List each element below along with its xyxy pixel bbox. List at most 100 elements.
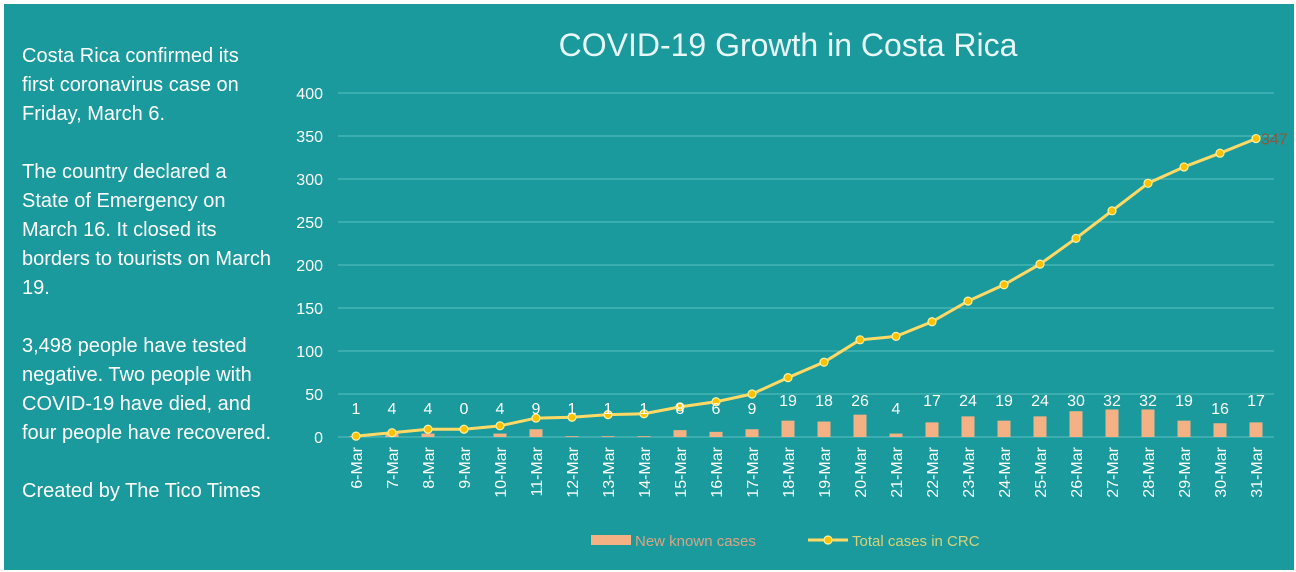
y-tick-label: 100 <box>296 344 323 361</box>
bar-15-Mar <box>673 430 687 437</box>
bar-27-Mar <box>1105 409 1119 437</box>
total-cases-last-label: 347 <box>1261 132 1288 149</box>
bar-label-26-Mar: 30 <box>1067 393 1085 410</box>
chart-title: COVID-19 Growth in Costa Rica <box>559 27 1018 63</box>
marker-6-Mar <box>351 431 361 441</box>
x-tick-10-Mar: 10-Mar <box>493 446 510 497</box>
bar-label-18-Mar: 19 <box>779 393 797 410</box>
bar-label-21-Mar: 4 <box>892 401 901 418</box>
marker-18-Mar <box>783 373 793 383</box>
x-tick-31-Mar: 31-Mar <box>1249 446 1266 497</box>
y-tick-label: 400 <box>296 86 323 103</box>
note-state-of-emergency: The country declared a State of Emergenc… <box>22 161 271 299</box>
bar-series-new-cases <box>349 409 1263 437</box>
bar-18-Mar <box>781 420 795 437</box>
y-tick-label: 150 <box>296 301 323 318</box>
y-tick-label: 200 <box>296 258 323 275</box>
bar-24-Mar <box>997 420 1011 437</box>
marker-24-Mar <box>999 280 1009 290</box>
x-tick-6-Mar: 6-Mar <box>349 446 366 488</box>
marker-8-Mar <box>423 424 433 434</box>
bar-data-labels: 1 4 4 0 4 9 1 1 1 8 6 9 19 18 26 4 17 24 19 24 30 32 32 19 16 17 <box>352 393 1265 418</box>
bar-13-Mar <box>601 436 615 437</box>
bar-label-19-Mar: 18 <box>815 393 833 410</box>
chart-panel: Costa Rica confirmed its first coronavir… <box>4 4 1294 570</box>
bar-label-14-Mar: 1 <box>640 401 649 418</box>
marker-21-Mar <box>891 331 901 341</box>
x-axis-ticks: 6-Mar 7-Mar 8-Mar 9-Mar 10-Mar 11-Mar 12-Mar 13… <box>349 446 1266 497</box>
bar-28-Mar <box>1141 409 1155 437</box>
bar-label-11-Mar: 9 <box>532 401 541 418</box>
marker-25-Mar <box>1035 259 1045 269</box>
legend-label-new-cases: New known cases <box>635 533 756 550</box>
x-tick-26-Mar: 26-Mar <box>1069 446 1086 497</box>
bar-label-17-Mar: 9 <box>748 401 757 418</box>
marker-10-Mar <box>495 421 505 431</box>
bar-label-29-Mar: 19 <box>1175 393 1193 410</box>
note-first-case: Costa Rica confirmed its first coronavir… <box>22 45 239 125</box>
bar-31-Mar <box>1249 422 1263 437</box>
bar-label-31-Mar: 17 <box>1247 393 1265 410</box>
y-tick-label: 250 <box>296 215 323 232</box>
bar-label-6-Mar: 1 <box>352 401 361 418</box>
bar-16-Mar <box>709 431 723 437</box>
legend-swatch-new-cases <box>591 535 631 545</box>
x-tick-21-Mar: 21-Mar <box>889 446 906 497</box>
marker-27-Mar <box>1107 206 1117 216</box>
marker-13-Mar <box>603 410 613 420</box>
x-tick-11-Mar: 11-Mar <box>529 446 546 496</box>
bar-label-16-Mar: 6 <box>712 401 721 418</box>
x-tick-22-Mar: 22-Mar <box>925 446 942 497</box>
y-tick-label: 350 <box>296 129 323 146</box>
bar-label-30-Mar: 16 <box>1211 401 1229 418</box>
bar-label-12-Mar: 1 <box>568 401 577 418</box>
x-tick-8-Mar: 8-Mar <box>421 446 438 488</box>
x-tick-17-Mar: 17-Mar <box>745 446 762 497</box>
bar-label-25-Mar: 24 <box>1031 393 1049 410</box>
x-tick-24-Mar: 24-Mar <box>997 446 1014 497</box>
x-tick-19-Mar: 19-Mar <box>817 446 834 497</box>
marker-30-Mar <box>1215 148 1225 158</box>
bar-14-Mar <box>637 436 651 437</box>
bar-label-8-Mar: 4 <box>424 401 433 418</box>
marker-22-Mar <box>927 317 937 327</box>
bar-label-7-Mar: 4 <box>388 401 397 418</box>
x-tick-30-Mar: 30-Mar <box>1213 446 1230 497</box>
bar-25-Mar <box>1033 416 1047 437</box>
bar-label-28-Mar: 32 <box>1139 393 1157 410</box>
marker-15-Mar <box>675 402 685 412</box>
x-tick-12-Mar: 12-Mar <box>565 446 582 497</box>
bar-22-Mar <box>925 422 939 437</box>
bar-10-Mar <box>493 433 507 437</box>
marker-31-Mar <box>1251 133 1261 144</box>
x-tick-9-Mar: 9-Mar <box>457 446 474 488</box>
marker-17-Mar <box>747 389 757 399</box>
y-tick-label: 300 <box>296 172 323 189</box>
bar-label-24-Mar: 19 <box>995 393 1013 410</box>
x-tick-13-Mar: 13-Mar <box>601 446 618 497</box>
x-tick-14-Mar: 14-Mar <box>637 446 654 497</box>
y-tick-label: 50 <box>305 387 323 404</box>
bar-23-Mar <box>961 416 975 437</box>
bar-label-10-Mar: 4 <box>496 401 505 418</box>
x-tick-23-Mar: 23-Mar <box>961 446 978 497</box>
bar-21-Mar <box>889 433 903 437</box>
x-tick-20-Mar: 20-Mar <box>853 446 870 497</box>
marker-9-Mar <box>459 424 469 434</box>
bar-label-27-Mar: 32 <box>1103 393 1121 410</box>
bar-8-Mar <box>421 433 435 437</box>
bar-label-13-Mar: 1 <box>604 401 613 418</box>
gridlines <box>338 92 1274 438</box>
legend-label-total-cases: Total cases in CRC <box>852 533 980 550</box>
line-series-total-cases: 347 <box>351 132 1288 441</box>
sidebar-notes: Costa Rica confirmed its first coronavir… <box>22 42 272 535</box>
x-tick-27-Mar: 27-Mar <box>1105 446 1122 497</box>
bar-label-15-Mar: 8 <box>676 401 685 418</box>
x-tick-16-Mar: 16-Mar <box>709 446 726 497</box>
total-cases-line <box>355 137 1257 438</box>
bar-12-Mar <box>565 436 579 437</box>
bar-label-20-Mar: 26 <box>851 393 869 410</box>
y-tick-label: 0 <box>314 430 323 447</box>
marker-26-Mar <box>1071 233 1081 243</box>
